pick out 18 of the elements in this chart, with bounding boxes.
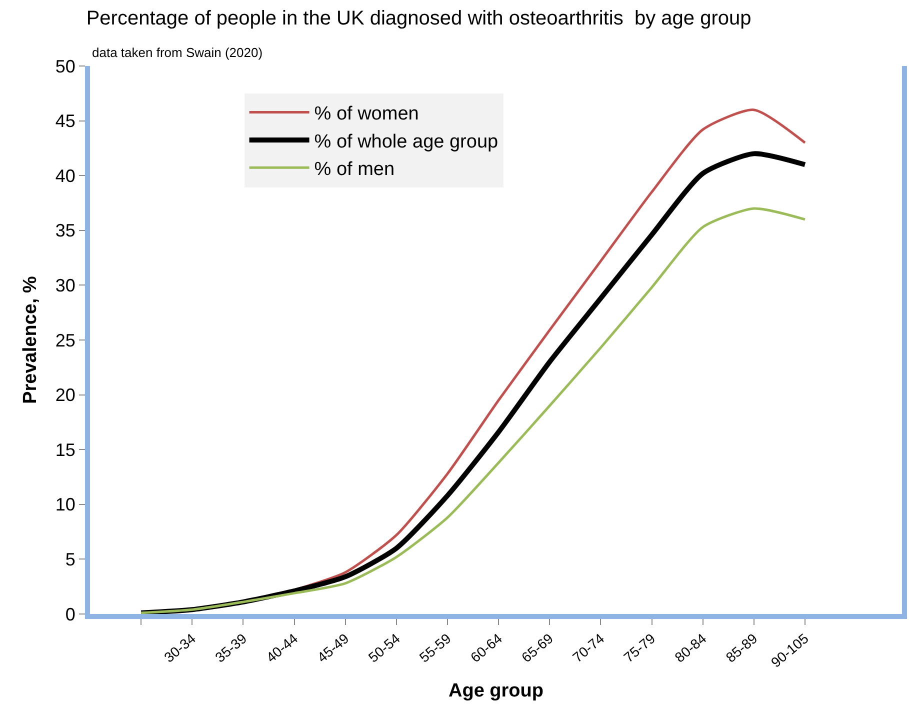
y-tick-label: 20 — [55, 385, 76, 406]
chart-subtitle: data taken from Swain (2020) — [92, 45, 263, 60]
legend-label: % of whole age group — [314, 131, 498, 152]
y-tick-label: 50 — [55, 56, 76, 76]
legend-label: % of women — [314, 104, 419, 125]
legend-label: % of men — [314, 159, 395, 180]
y-tick-label: 35 — [55, 220, 76, 241]
y-tick-label: 15 — [55, 440, 76, 460]
y-tick-label: 40 — [55, 166, 76, 186]
y-tick-label: 10 — [55, 494, 76, 515]
y-tick-label: 0 — [65, 604, 76, 624]
y-tick-label: 45 — [55, 111, 76, 132]
y-tick-label: 25 — [55, 330, 76, 350]
y-tick-label: 5 — [65, 550, 76, 570]
y-axis-title: Prevalence, % — [20, 276, 42, 404]
x-axis-title: Age group — [448, 680, 544, 702]
chart-title: Percentage of people in the UK diagnosed with osteoarthritis by age group — [86, 8, 752, 30]
y-tick-label: 30 — [55, 276, 76, 296]
